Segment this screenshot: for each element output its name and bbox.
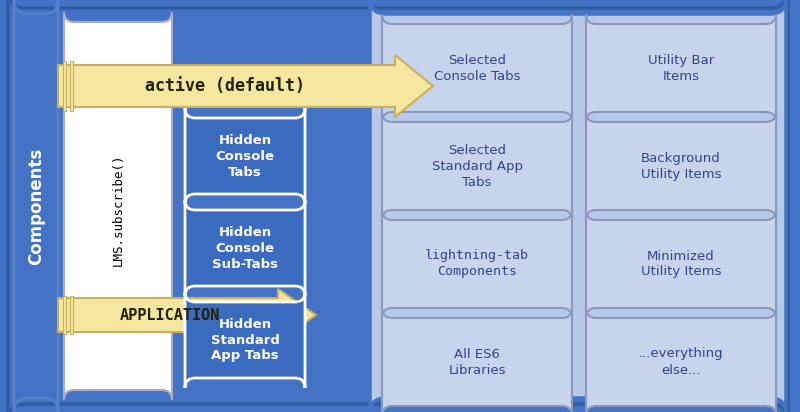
FancyBboxPatch shape — [185, 292, 305, 388]
Text: Hidden
Standard
App Tabs: Hidden Standard App Tabs — [210, 318, 279, 363]
Text: Selected
Standard App
Tabs: Selected Standard App Tabs — [431, 143, 522, 189]
Text: Background
Utility Items: Background Utility Items — [641, 152, 722, 180]
Text: Hidden
Console
Tabs: Hidden Console Tabs — [215, 133, 274, 178]
Bar — [63, 296, 66, 334]
Text: Minimized
Utility Items: Minimized Utility Items — [641, 250, 722, 279]
Polygon shape — [58, 289, 316, 341]
FancyBboxPatch shape — [14, 0, 58, 412]
Text: All ES6
Libraries: All ES6 Libraries — [448, 347, 506, 377]
FancyBboxPatch shape — [382, 14, 572, 122]
FancyBboxPatch shape — [382, 210, 572, 318]
Text: Hidden
Console
Sub-Tabs: Hidden Console Sub-Tabs — [212, 225, 278, 271]
FancyBboxPatch shape — [8, 0, 788, 412]
Bar — [70, 296, 73, 334]
Text: Selected
Console Tabs: Selected Console Tabs — [434, 54, 520, 82]
Bar — [63, 61, 66, 111]
FancyBboxPatch shape — [185, 108, 305, 204]
FancyBboxPatch shape — [64, 12, 172, 400]
FancyBboxPatch shape — [586, 210, 776, 318]
Bar — [70, 61, 73, 111]
Polygon shape — [58, 55, 433, 117]
FancyBboxPatch shape — [382, 308, 572, 412]
FancyBboxPatch shape — [586, 14, 776, 122]
FancyBboxPatch shape — [370, 0, 786, 412]
Text: LMS.subscribe(): LMS.subscribe() — [111, 154, 125, 266]
FancyBboxPatch shape — [382, 112, 572, 220]
Text: Utility Bar
Items: Utility Bar Items — [648, 54, 714, 82]
FancyBboxPatch shape — [586, 112, 776, 220]
FancyBboxPatch shape — [586, 308, 776, 412]
Text: ...everything
else...: ...everything else... — [638, 347, 723, 377]
Text: Components: Components — [27, 147, 45, 265]
Text: lightning-tab
Components: lightning-tab Components — [425, 250, 529, 279]
Text: active (default): active (default) — [145, 77, 305, 95]
Text: APPLICATION: APPLICATION — [120, 307, 220, 323]
FancyBboxPatch shape — [185, 200, 305, 296]
